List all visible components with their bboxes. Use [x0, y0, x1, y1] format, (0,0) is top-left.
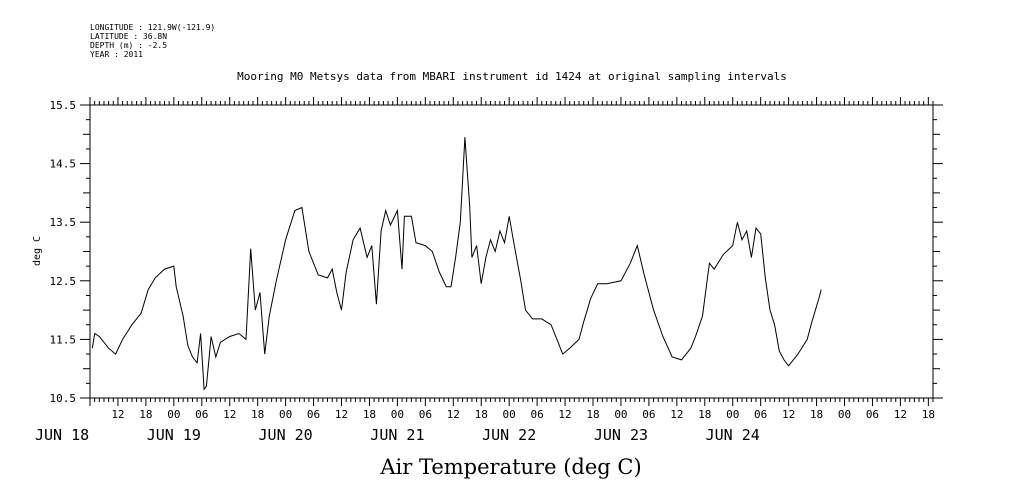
x-hour-label: 18: [363, 408, 376, 421]
x-axis-label: Air Temperature (deg C): [379, 455, 641, 479]
x-hour-label: 06: [754, 408, 767, 421]
x-hour-label: 00: [167, 408, 180, 421]
x-hour-label: 18: [251, 408, 264, 421]
x-hour-label: 12: [782, 408, 795, 421]
y-tick-label: 14.5: [50, 158, 77, 171]
x-hour-label: 06: [642, 408, 655, 421]
depth-text: DEPTH (m) : -2.5: [90, 41, 168, 50]
x-hour-label: 18: [698, 408, 711, 421]
y-tick-label: 13.5: [50, 216, 77, 229]
series-layer: [91, 137, 822, 391]
x-hour-label: 12: [894, 408, 907, 421]
x-hour-label: 12: [111, 408, 124, 421]
x-day-label: JUN 23: [594, 426, 648, 444]
x-day-label: JUN 22: [482, 426, 536, 444]
x-hour-label: 00: [279, 408, 292, 421]
x-hour-label: 12: [670, 408, 683, 421]
x-axis: 12 18 00 06 12 18 00 06 12 18 00 06 12 18 00 06 12 18 00 06…: [35, 97, 935, 444]
y-tick-label: 10.5: [50, 392, 77, 405]
series-line: [91, 137, 822, 391]
y-tick-label: 15.5: [50, 99, 77, 112]
x-hour-label: 18: [475, 408, 488, 421]
x-day-label: JUN 20: [259, 426, 313, 444]
latitude-text: LATITUDE : 36.8N: [90, 32, 168, 41]
y-tick-label: 12.5: [50, 275, 77, 288]
y-tick-label: 11.5: [50, 333, 77, 346]
x-hour-label: 12: [447, 408, 460, 421]
x-hour-label: 06: [530, 408, 543, 421]
year-text: YEAR : 2011: [90, 50, 143, 59]
x-day-label: JUN 18: [35, 426, 89, 444]
x-hour-label: 06: [419, 408, 432, 421]
y-axis-label: deg C: [32, 236, 43, 266]
x-hour-label: 00: [726, 408, 739, 421]
x-hour-label: 12: [335, 408, 348, 421]
x-day-label: JUN 21: [370, 426, 424, 444]
x-hour-label: 18: [586, 408, 599, 421]
x-hour-label: 00: [838, 408, 851, 421]
chart-title: Mooring M0 Metsys data from MBARI instru…: [237, 70, 787, 83]
x-day-label: JUN 19: [147, 426, 201, 444]
x-hour-label: 00: [614, 408, 627, 421]
x-hour-label: 06: [866, 408, 879, 421]
x-hour-label: 18: [139, 408, 152, 421]
x-hour-label: 06: [195, 408, 208, 421]
x-hour-label: 06: [307, 408, 320, 421]
x-day-label: JUN 24: [706, 426, 760, 444]
x-hour-label: 00: [391, 408, 404, 421]
x-hour-label: 00: [503, 408, 516, 421]
y-axis: 10.5 11.5 12.5 13.5 14.5 15.5: [50, 99, 943, 405]
x-hour-label: 18: [922, 408, 935, 421]
x-hour-label: 18: [810, 408, 823, 421]
x-hour-label: 12: [558, 408, 571, 421]
x-hour-label: 12: [223, 408, 236, 421]
longitude-text: LONGITUDE : 121.9W(-121.9): [90, 23, 216, 32]
